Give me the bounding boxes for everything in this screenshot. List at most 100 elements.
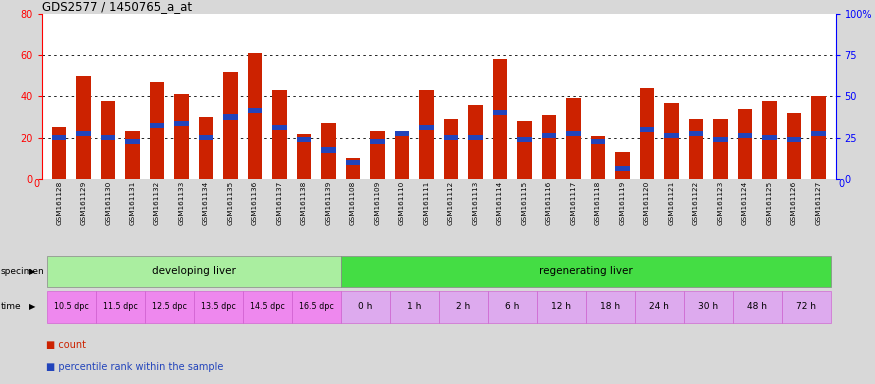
Bar — [76, 76, 91, 179]
Text: 11.5 dpc: 11.5 dpc — [103, 302, 138, 311]
Bar — [536, 291, 585, 323]
Bar — [101, 101, 116, 179]
Bar — [223, 71, 238, 179]
Text: GSM161110: GSM161110 — [399, 181, 405, 225]
Bar — [634, 291, 683, 323]
Text: GSM161122: GSM161122 — [693, 181, 699, 225]
Bar — [585, 291, 634, 323]
Bar — [517, 121, 532, 179]
Bar — [468, 104, 483, 179]
Text: GSM161139: GSM161139 — [326, 181, 332, 225]
Bar — [150, 123, 164, 128]
Bar — [145, 291, 194, 323]
Text: 13.5 dpc: 13.5 dpc — [201, 302, 235, 311]
Text: 12.5 dpc: 12.5 dpc — [152, 302, 187, 311]
Text: GDS2577 / 1450765_a_at: GDS2577 / 1450765_a_at — [42, 0, 192, 13]
Text: GSM161121: GSM161121 — [668, 181, 675, 225]
Bar — [640, 88, 654, 179]
Bar — [223, 114, 238, 119]
Bar — [248, 53, 262, 179]
Bar — [395, 134, 410, 179]
Bar — [321, 123, 336, 179]
Bar — [542, 133, 556, 138]
Text: 48 h: 48 h — [747, 302, 767, 311]
Bar — [566, 131, 581, 136]
Text: 1 h: 1 h — [407, 302, 422, 311]
Text: GSM161115: GSM161115 — [522, 181, 528, 225]
Bar — [419, 90, 434, 179]
Text: 14.5 dpc: 14.5 dpc — [250, 302, 284, 311]
Bar — [493, 110, 507, 116]
Text: 12 h: 12 h — [551, 302, 571, 311]
Bar — [811, 96, 826, 179]
Text: GSM161116: GSM161116 — [546, 181, 552, 225]
Text: GSM161133: GSM161133 — [178, 181, 185, 225]
Bar — [395, 131, 410, 136]
Text: GSM161108: GSM161108 — [350, 181, 356, 225]
Text: GSM161118: GSM161118 — [595, 181, 601, 225]
Text: time: time — [1, 302, 22, 311]
Bar — [615, 152, 630, 179]
Text: GSM161126: GSM161126 — [791, 181, 797, 225]
Bar — [370, 131, 385, 179]
Bar — [487, 291, 536, 323]
Text: GSM161138: GSM161138 — [301, 181, 307, 225]
Bar — [787, 137, 802, 142]
Text: GSM161124: GSM161124 — [742, 181, 748, 225]
Bar — [346, 158, 360, 179]
Text: ▶: ▶ — [29, 267, 35, 276]
Text: specimen: specimen — [1, 267, 45, 276]
Text: 72 h: 72 h — [796, 302, 816, 311]
Bar — [194, 291, 243, 323]
Bar — [341, 291, 390, 323]
Bar — [52, 135, 66, 140]
Text: GSM161109: GSM161109 — [374, 181, 381, 225]
Text: GSM161112: GSM161112 — [448, 181, 454, 225]
Bar — [713, 137, 728, 142]
Bar — [762, 101, 777, 179]
Text: GSM161114: GSM161114 — [497, 181, 503, 225]
Text: GSM161127: GSM161127 — [816, 181, 822, 225]
Text: GSM161123: GSM161123 — [718, 181, 724, 225]
Bar — [297, 134, 311, 179]
Bar — [689, 131, 704, 136]
Bar — [174, 94, 189, 179]
Text: ▶: ▶ — [29, 302, 35, 311]
Bar — [517, 137, 532, 142]
Bar — [101, 135, 116, 140]
Bar — [125, 139, 140, 144]
Bar — [811, 131, 826, 136]
Bar — [762, 135, 777, 140]
Bar — [444, 119, 458, 179]
Text: GSM161134: GSM161134 — [203, 181, 209, 225]
Bar — [76, 131, 91, 136]
Bar — [664, 133, 679, 138]
Bar — [738, 133, 752, 138]
Text: GSM161119: GSM161119 — [620, 181, 626, 225]
Bar — [272, 125, 287, 130]
Bar — [542, 115, 556, 179]
Text: 30 h: 30 h — [698, 302, 718, 311]
Bar — [444, 135, 458, 140]
Bar — [96, 291, 145, 323]
Bar — [243, 291, 292, 323]
Bar — [439, 291, 487, 323]
Text: 2 h: 2 h — [456, 302, 471, 311]
Bar — [272, 90, 287, 179]
Text: GSM161125: GSM161125 — [766, 181, 773, 225]
Text: GSM161137: GSM161137 — [276, 181, 283, 225]
Text: GSM161117: GSM161117 — [570, 181, 577, 225]
Text: GSM161128: GSM161128 — [56, 181, 62, 225]
Text: GSM161131: GSM161131 — [130, 181, 136, 225]
Text: 0 h: 0 h — [358, 302, 373, 311]
Bar — [150, 82, 164, 179]
Text: 6 h: 6 h — [505, 302, 520, 311]
Bar — [47, 256, 341, 287]
Bar — [52, 127, 66, 179]
Bar — [640, 127, 654, 132]
Text: GSM161136: GSM161136 — [252, 181, 258, 225]
Bar — [390, 291, 439, 323]
Bar — [493, 59, 507, 179]
Bar — [321, 147, 336, 152]
Text: 0: 0 — [838, 179, 844, 189]
